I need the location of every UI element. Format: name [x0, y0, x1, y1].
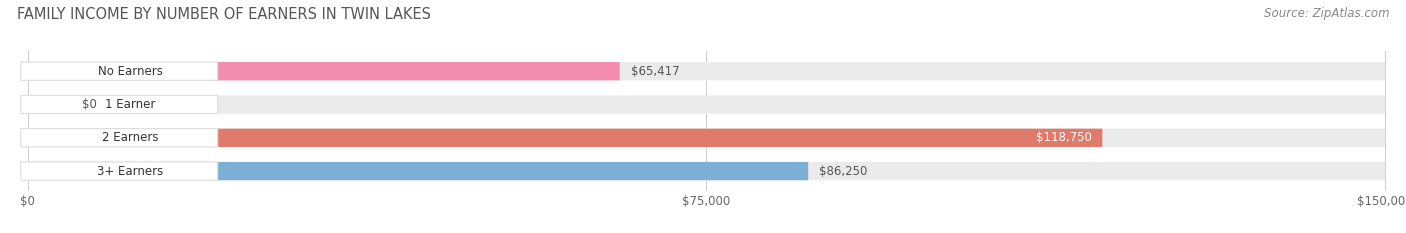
Text: $0: $0 — [82, 98, 97, 111]
Text: 2 Earners: 2 Earners — [101, 131, 159, 144]
Text: $118,750: $118,750 — [1036, 131, 1091, 144]
Text: 3+ Earners: 3+ Earners — [97, 164, 163, 178]
FancyBboxPatch shape — [28, 62, 620, 80]
FancyBboxPatch shape — [21, 62, 218, 80]
Text: $86,250: $86,250 — [820, 164, 868, 178]
Text: Source: ZipAtlas.com: Source: ZipAtlas.com — [1264, 7, 1389, 20]
FancyBboxPatch shape — [21, 162, 218, 180]
FancyBboxPatch shape — [28, 162, 1385, 180]
Text: 1 Earner: 1 Earner — [105, 98, 155, 111]
FancyBboxPatch shape — [28, 95, 52, 114]
FancyBboxPatch shape — [28, 129, 1385, 147]
Text: $65,417: $65,417 — [630, 65, 679, 78]
FancyBboxPatch shape — [28, 62, 1385, 80]
FancyBboxPatch shape — [21, 95, 218, 114]
FancyBboxPatch shape — [28, 95, 1385, 114]
Text: No Earners: No Earners — [97, 65, 163, 78]
FancyBboxPatch shape — [28, 129, 1102, 147]
Text: FAMILY INCOME BY NUMBER OF EARNERS IN TWIN LAKES: FAMILY INCOME BY NUMBER OF EARNERS IN TW… — [17, 7, 430, 22]
FancyBboxPatch shape — [21, 129, 218, 147]
FancyBboxPatch shape — [28, 162, 808, 180]
